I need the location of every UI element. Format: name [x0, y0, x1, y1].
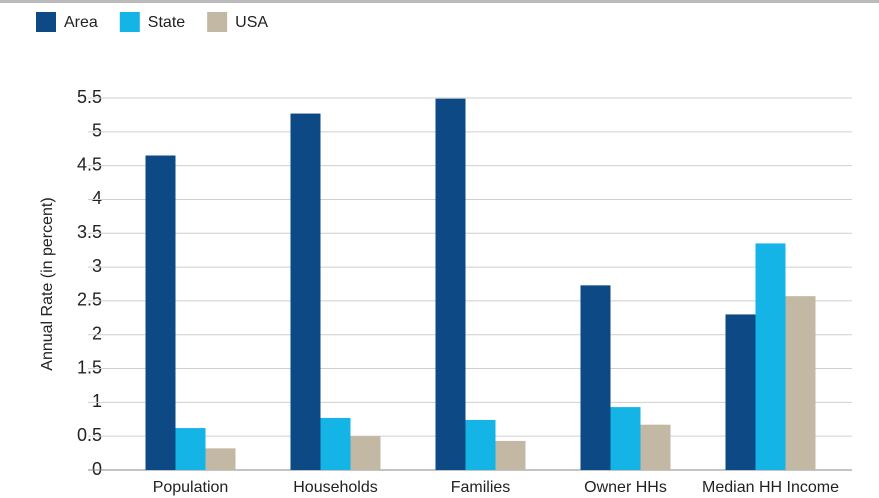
y-tick-label: 0.5 — [77, 425, 102, 445]
bar — [350, 436, 381, 470]
y-tick-label: 1 — [92, 391, 102, 411]
legend-label: Area — [64, 14, 98, 31]
bar — [205, 448, 236, 470]
legend-swatch — [207, 12, 228, 32]
legend-swatch — [36, 12, 56, 32]
bar — [465, 419, 496, 470]
y-tick-label: 3 — [92, 256, 102, 276]
bar — [435, 98, 466, 470]
y-tick-label: 2 — [92, 323, 102, 343]
y-axis-label: Annual Rate (in percent) — [39, 197, 56, 370]
y-tick-label: 4 — [92, 188, 102, 208]
bar — [610, 407, 641, 470]
legend-label: USA — [235, 14, 268, 31]
bar — [640, 424, 671, 470]
y-tick-label: 1.5 — [77, 357, 102, 377]
y-tick-label: 2.5 — [77, 290, 102, 310]
x-tick-label: Owner HHs — [584, 479, 667, 496]
y-tick-label: 5.5 — [77, 87, 102, 107]
bar — [145, 155, 176, 470]
bar — [175, 428, 206, 470]
y-tick-label: 0 — [92, 459, 102, 479]
x-tick-label: Median HH Income — [702, 479, 839, 496]
x-tick-label: Households — [293, 479, 378, 496]
legend-swatch — [119, 12, 140, 32]
bar — [495, 440, 526, 470]
bar — [755, 243, 786, 470]
top-border — [0, 0, 879, 3]
legend-label: State — [148, 14, 185, 31]
y-tick-label: 3.5 — [77, 222, 102, 242]
bar — [725, 314, 756, 470]
bar — [580, 285, 611, 470]
y-tick-label: 5 — [92, 121, 102, 141]
x-tick-label: Families — [451, 479, 511, 496]
bar — [290, 113, 321, 470]
x-tick-label: Population — [153, 479, 229, 496]
bar — [320, 417, 351, 470]
y-tick-label: 4.5 — [77, 154, 102, 174]
bar — [785, 296, 816, 470]
